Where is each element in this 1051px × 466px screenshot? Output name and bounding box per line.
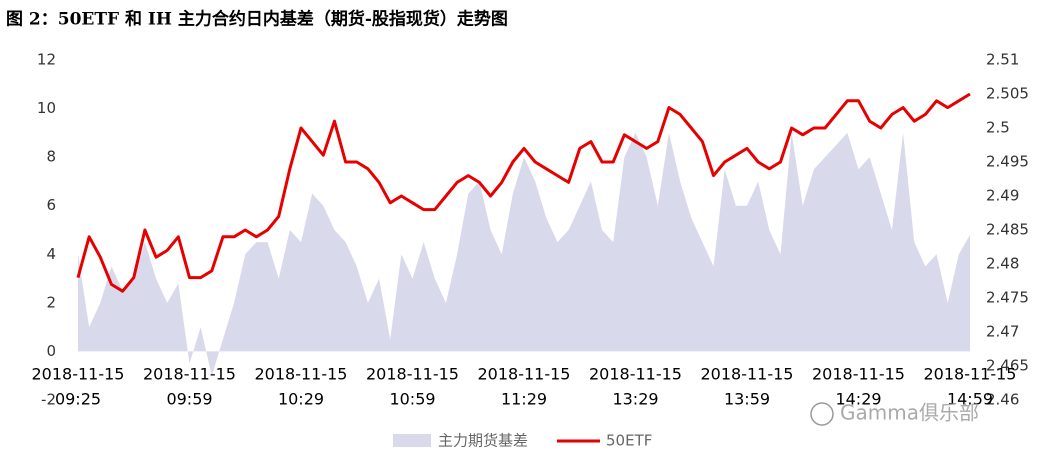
x-tick-label: 13:59 (724, 390, 770, 409)
y-tick-label: 2 (46, 293, 56, 311)
y-tick-label: 6 (46, 196, 56, 214)
y2-tick-label: 2.51 (986, 51, 1019, 69)
legend-label: 主力期货基差 (438, 432, 528, 450)
chart-title: 图 2：50ETF 和 IH 主力合约日内基差（期货-股指现货）走势图 (6, 9, 508, 30)
x-tick-label: 11:29 (501, 390, 547, 409)
x-tick-label: 2018-11-15 (812, 365, 905, 384)
x-tick-label: 09:25 (55, 390, 101, 409)
y2-tick-label: 2.46 (986, 391, 1019, 409)
x-tick-label: 14:29 (835, 390, 881, 409)
legend-swatch (393, 434, 431, 447)
y-tick-label: 12 (37, 51, 56, 69)
y2-tick-label: 2.49 (986, 187, 1019, 205)
y-tick-label: 4 (46, 245, 56, 263)
y-tick-label: 0 (46, 342, 56, 360)
x-tick-label: 2018-11-15 (366, 365, 459, 384)
x-tick-label: 14:59 (947, 390, 993, 409)
area (78, 132, 970, 376)
y2-tick-label: 2.475 (986, 289, 1029, 307)
x-tick-label: 2018-11-15 (255, 365, 348, 384)
y2-tick-label: 2.485 (986, 221, 1029, 239)
y2-tick-label: 2.495 (986, 153, 1029, 171)
line (76, 92, 971, 293)
x-tick-label: 10:59 (389, 390, 435, 409)
y2-tick-label: 2.5 (986, 119, 1010, 137)
x-tick-label: 2018-11-15 (589, 365, 682, 384)
x-tick-label: 2018-11-15 (924, 365, 1017, 384)
y2-tick-label: 2.505 (986, 85, 1029, 103)
x-tick-label: 2018-11-15 (478, 365, 571, 384)
y-tick-label: -2 (41, 391, 56, 409)
x-tick-label: 10:29 (278, 390, 324, 409)
x-tick-label: 13:29 (612, 390, 658, 409)
y-tick-label: 10 (37, 99, 56, 117)
x-tick-label: 2018-11-15 (32, 365, 125, 384)
watermark: Gamma俱乐部 (840, 401, 979, 425)
y2-tick-label: 2.47 (986, 323, 1019, 341)
y2-tick-label: 2.465 (986, 357, 1029, 375)
x-tick-label: 09:59 (166, 390, 212, 409)
x-tick-label: 2018-11-15 (701, 365, 794, 384)
watermark-icon (810, 402, 834, 426)
x-tick-label: 2018-11-15 (143, 365, 236, 384)
legend-label: 50ETF (606, 432, 652, 450)
y2-tick-label: 2.48 (986, 255, 1019, 273)
y-tick-label: 8 (46, 148, 56, 166)
